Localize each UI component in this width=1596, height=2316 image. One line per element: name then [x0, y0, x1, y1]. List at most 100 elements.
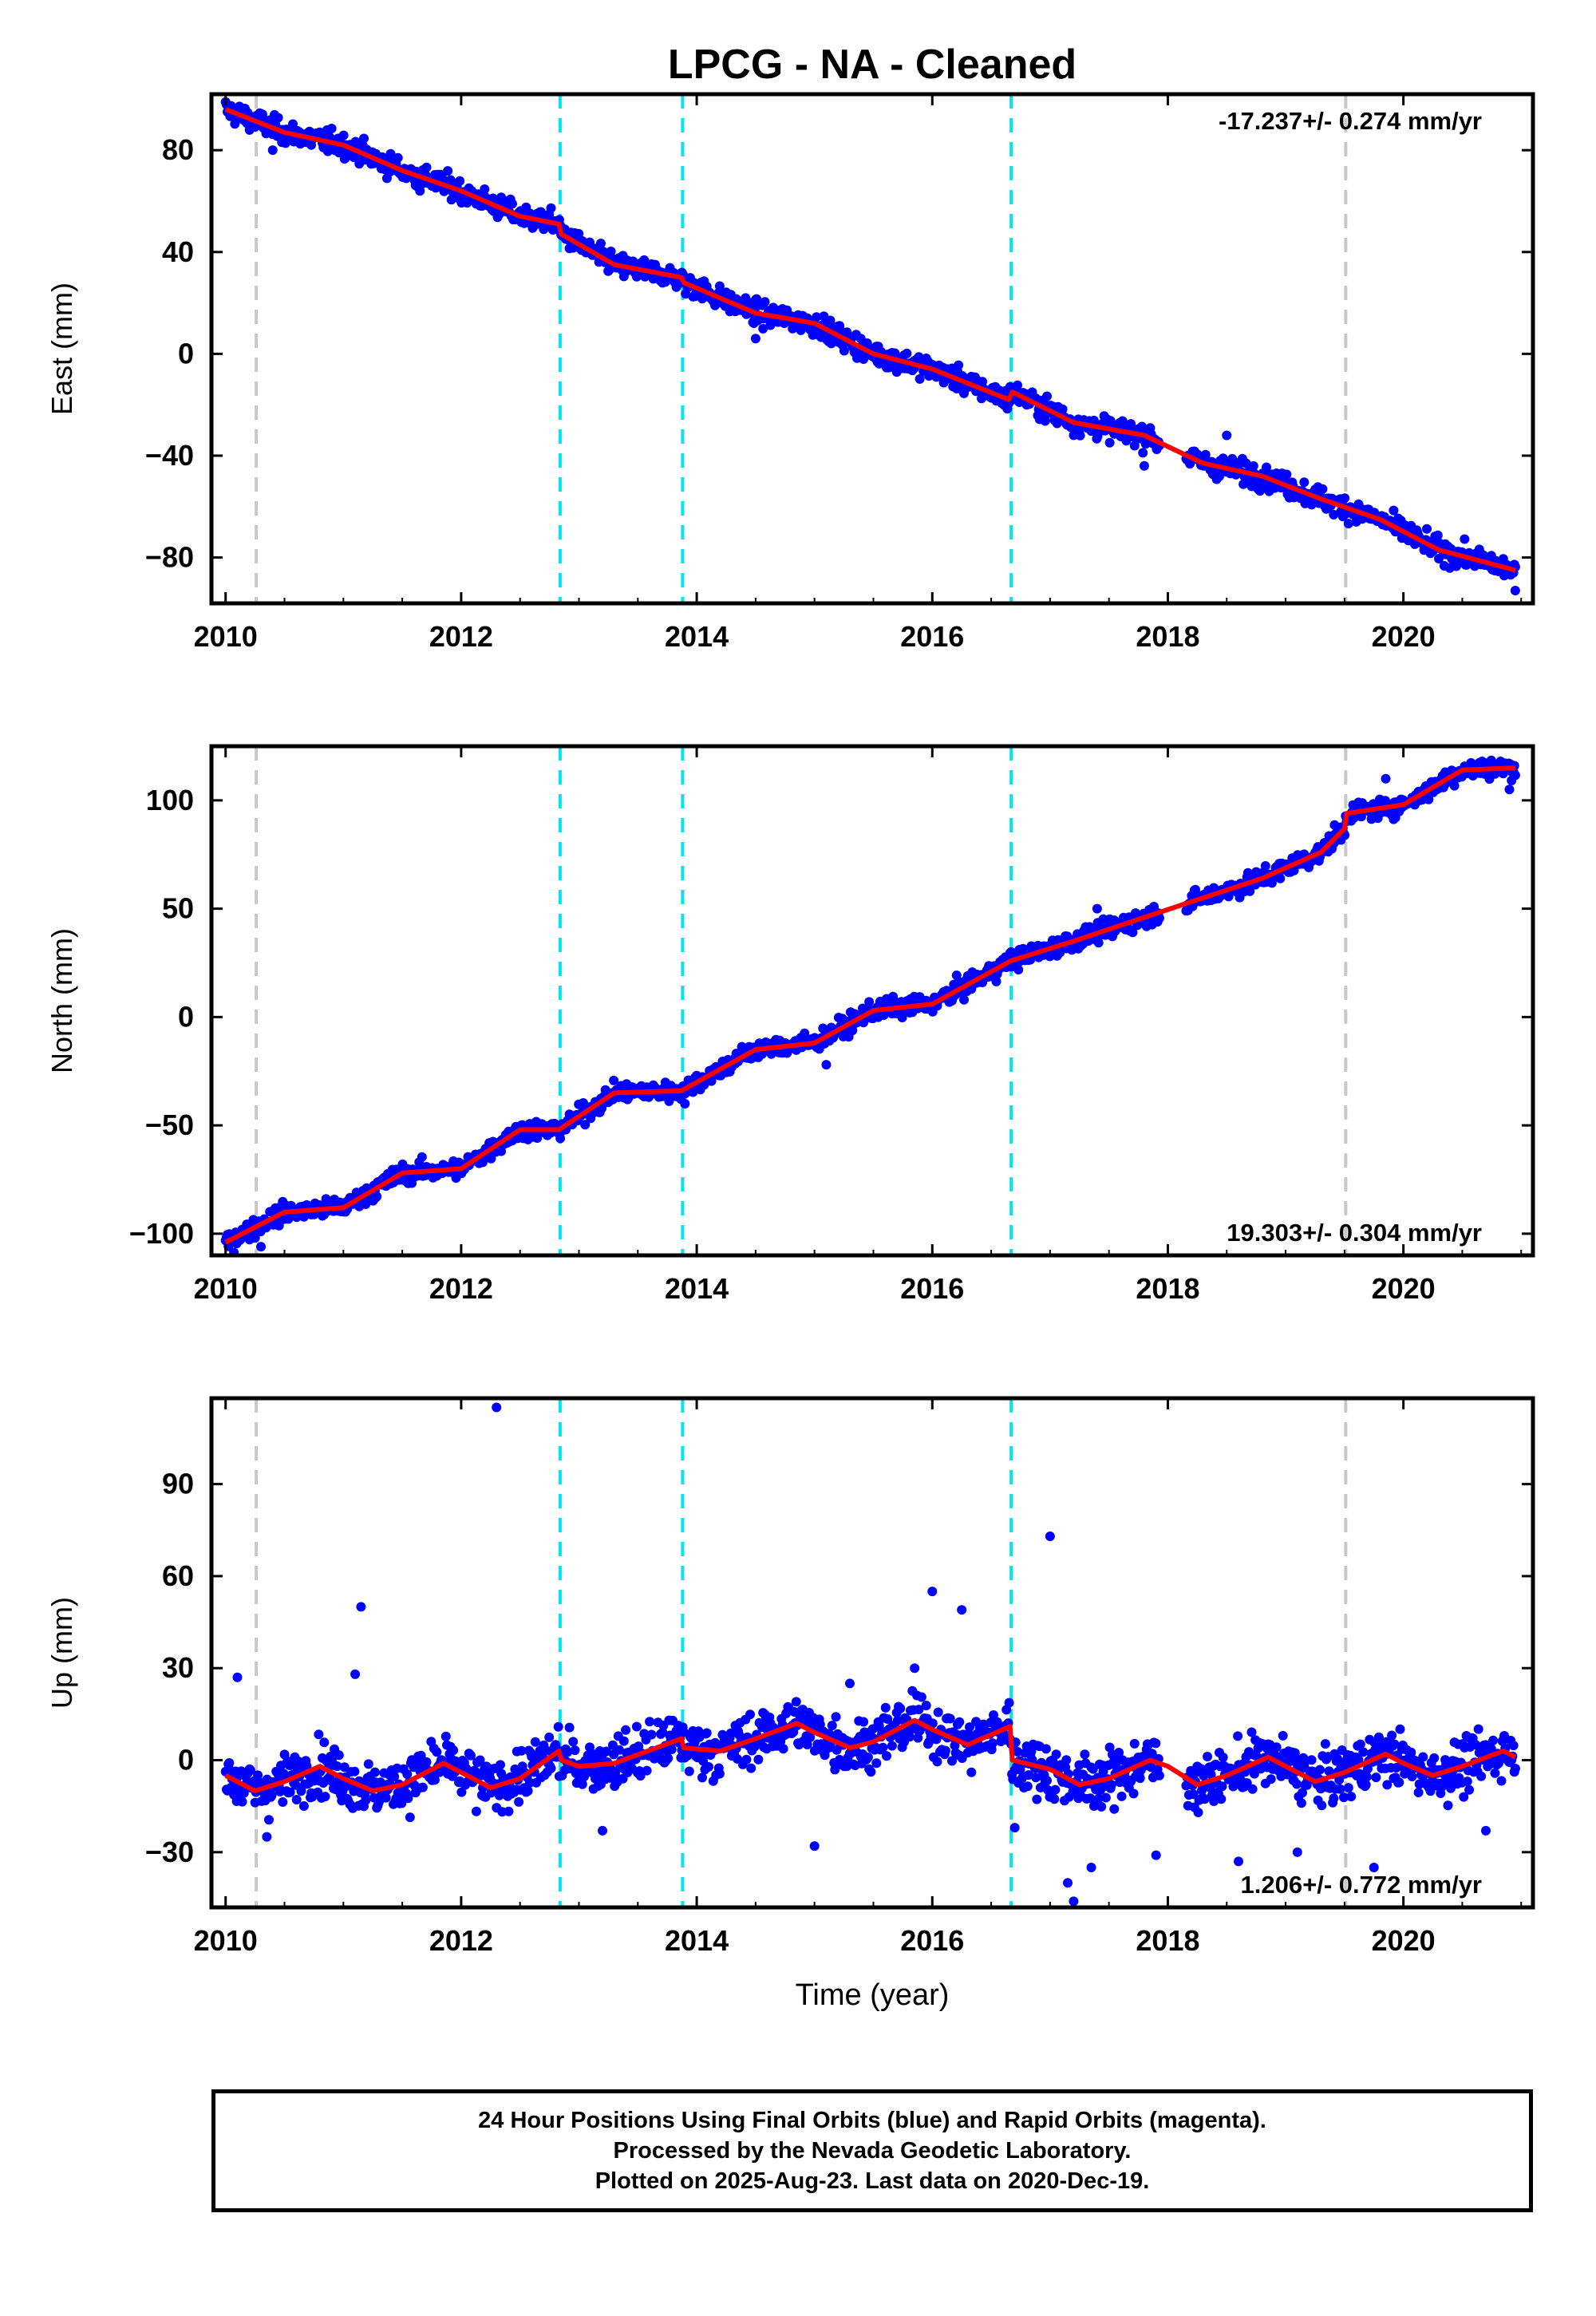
data-point: [230, 119, 240, 129]
data-point: [1363, 1764, 1373, 1774]
data-point: [1104, 437, 1115, 448]
data-point: [859, 1717, 869, 1727]
data-point: [1449, 781, 1460, 791]
plot-area-north: [220, 746, 1520, 1255]
outlier-point: [1351, 516, 1361, 527]
rate-label-east: -17.237+/- 0.274 mm/yr: [1219, 107, 1482, 135]
plot-area-east: [220, 94, 1520, 603]
data-point: [1299, 477, 1310, 488]
outlier-point: [844, 1678, 855, 1689]
x-tick-label: 2016: [900, 1272, 964, 1305]
data-point: [516, 1745, 527, 1756]
data-point: [369, 1767, 380, 1777]
data-point: [1361, 1780, 1371, 1790]
data-point: [791, 1697, 801, 1707]
data-point: [298, 1801, 309, 1811]
data-point: [417, 1782, 428, 1792]
data-point: [904, 1732, 915, 1742]
data-point: [568, 1737, 579, 1747]
footer-line-3: Plotted on 2025-Aug-23. Last data on 202…: [595, 2168, 1150, 2194]
outlier-point: [267, 145, 278, 156]
data-point: [359, 133, 369, 144]
data-point: [1510, 770, 1520, 781]
x-tick-label: 2020: [1372, 1272, 1436, 1305]
data-point: [1422, 524, 1432, 534]
y-tick-label: 90: [162, 1468, 194, 1500]
data-point: [880, 1702, 891, 1713]
data-point: [338, 130, 349, 140]
y-tick-label: 0: [178, 1744, 194, 1777]
data-point: [264, 1815, 274, 1825]
data-point: [402, 1769, 413, 1780]
data-point: [805, 1733, 816, 1742]
data-point: [684, 1766, 694, 1777]
y-tick-label: 30: [162, 1651, 194, 1684]
data-point: [564, 1722, 575, 1733]
data-point: [1476, 1771, 1487, 1781]
data-point: [913, 1733, 923, 1743]
data-point: [1298, 1788, 1307, 1798]
data-point: [385, 148, 396, 159]
data-point: [570, 1745, 580, 1756]
data-point: [1406, 1747, 1416, 1757]
data-point: [466, 1750, 476, 1761]
data-point: [1464, 1784, 1475, 1795]
data-point: [614, 1745, 624, 1755]
outlier-point: [1369, 1863, 1379, 1873]
data-point: [1407, 1772, 1417, 1781]
x-tick-label: 2014: [665, 1924, 729, 1957]
data-point: [1128, 1788, 1139, 1799]
data-point: [1306, 1755, 1317, 1765]
data-point: [432, 1747, 442, 1757]
data-point: [1223, 891, 1234, 902]
y-axis-label-east: East (mm): [45, 283, 78, 415]
model-fit-line-east: [224, 107, 1516, 573]
data-point: [1262, 462, 1271, 472]
data-point: [666, 1745, 677, 1754]
data-point: [363, 1759, 373, 1769]
data-point: [475, 1755, 485, 1765]
data-point: [1031, 1773, 1041, 1783]
data-point: [389, 1772, 400, 1782]
data-points-north: [220, 755, 1520, 1255]
y-tick-label: 100: [146, 784, 194, 816]
data-point: [393, 152, 403, 163]
data-point: [1247, 1784, 1258, 1794]
x-tick-label: 2014: [665, 1272, 729, 1305]
data-point: [563, 1747, 573, 1757]
data-point: [959, 994, 969, 1005]
data-point: [1271, 1742, 1282, 1753]
outlier-point: [1139, 460, 1149, 471]
data-point: [921, 1701, 931, 1710]
outlier-point: [927, 1587, 938, 1597]
data-point: [1199, 1771, 1209, 1781]
data-points-up: [220, 1402, 1520, 1907]
data-point: [831, 1712, 841, 1722]
x-tick-label: 2018: [1136, 1924, 1199, 1957]
data-point: [319, 1737, 330, 1748]
data-point: [1346, 1792, 1357, 1802]
outlier-point: [1222, 430, 1232, 441]
data-point: [1488, 1735, 1499, 1745]
data-point: [601, 1746, 611, 1757]
data-point: [1209, 1796, 1219, 1806]
data-point: [932, 1757, 942, 1767]
data-point: [1154, 913, 1164, 923]
y-tick-label: 60: [162, 1559, 194, 1592]
data-point: [1242, 1778, 1252, 1788]
data-point: [621, 1725, 631, 1735]
outlier-point: [1063, 1878, 1073, 1888]
x-tick-label: 2016: [900, 620, 964, 653]
data-point: [701, 1728, 712, 1738]
data-point: [645, 1717, 655, 1727]
data-point: [1371, 1773, 1381, 1783]
data-point: [1013, 1746, 1022, 1757]
data-point: [514, 1796, 524, 1807]
x-tick-label: 2012: [429, 620, 493, 653]
data-point: [945, 1713, 955, 1724]
data-point: [1088, 1801, 1099, 1811]
data-point: [504, 1806, 514, 1816]
outlier-point: [1510, 586, 1520, 596]
outlier-point: [1086, 1863, 1096, 1873]
y-tick-label: −40: [145, 439, 194, 472]
